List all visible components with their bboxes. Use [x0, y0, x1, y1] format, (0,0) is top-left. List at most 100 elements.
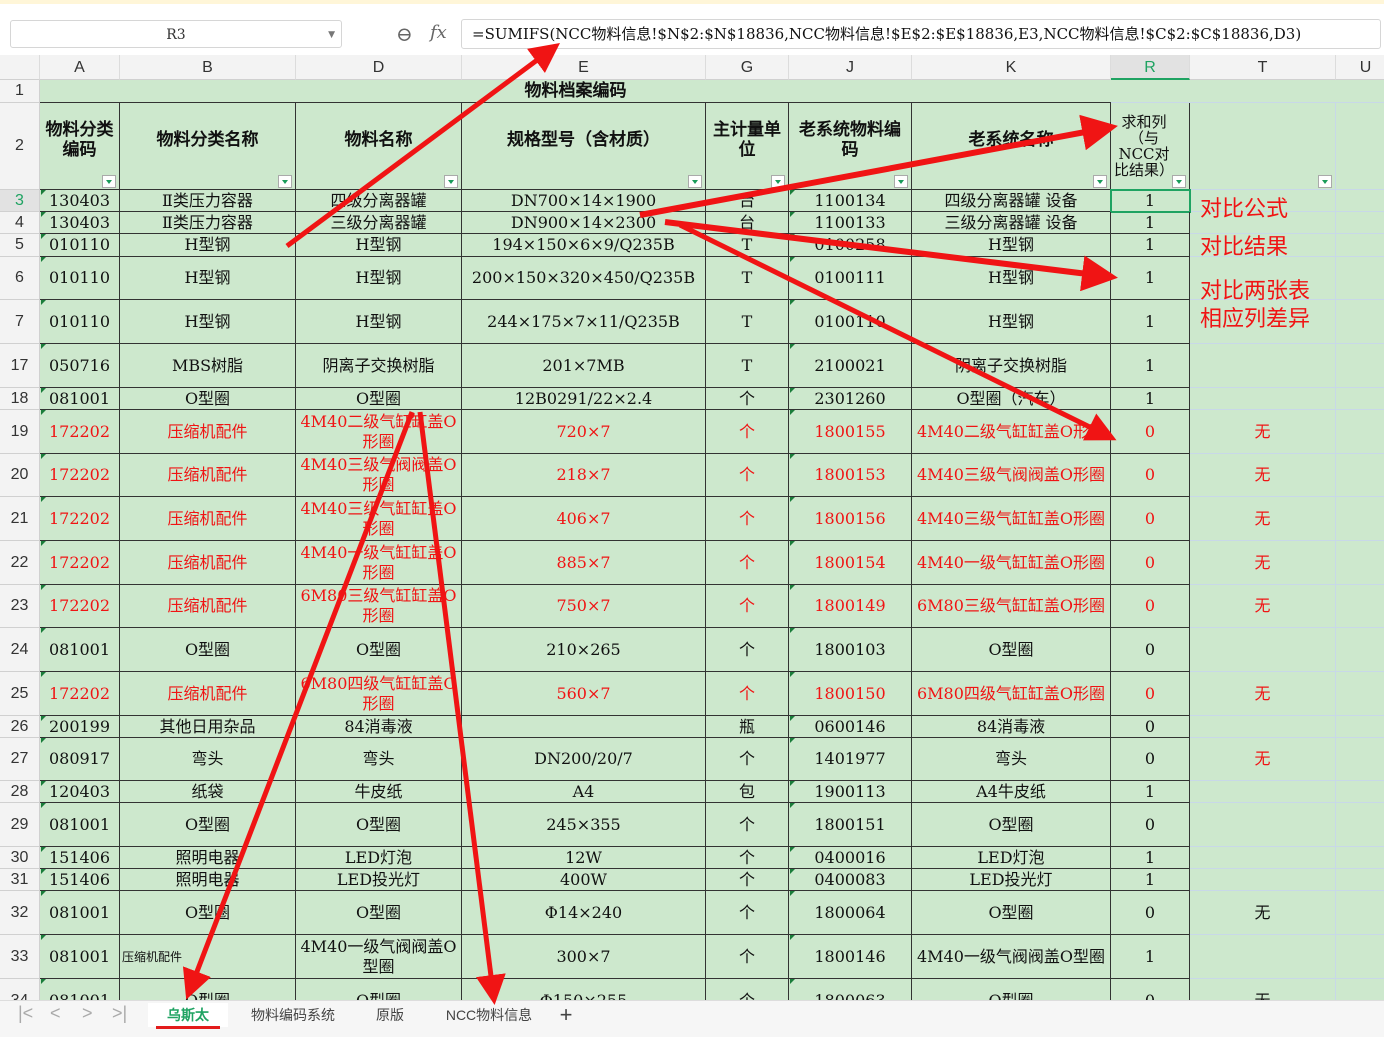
cell-A33[interactable]: 081001 [40, 935, 120, 979]
cell[interactable] [1336, 585, 1384, 628]
cell-E23[interactable]: 750×7 [462, 585, 706, 628]
cell-R25[interactable]: 0 [1111, 672, 1190, 716]
cell-B20[interactable]: 压缩机配件 [120, 454, 296, 497]
row-header-2[interactable]: 2 [0, 103, 40, 190]
header-cell-A[interactable]: 物料分类编码 [40, 103, 120, 190]
cell-J20[interactable]: 1800153 [789, 454, 912, 497]
cell-D21[interactable]: 4M40三级气缸缸盖O形圈 [296, 497, 462, 541]
column-header-R[interactable]: R [1111, 55, 1190, 80]
cell[interactable] [1336, 847, 1384, 869]
row-header-1[interactable]: 1 [0, 80, 40, 103]
cell-A23[interactable]: 172202 [40, 585, 120, 628]
cell-G27[interactable]: 个 [706, 738, 789, 781]
filter-dropdown-icon[interactable] [1093, 175, 1107, 188]
column-header-T[interactable]: T [1190, 55, 1336, 80]
cell[interactable] [1336, 891, 1384, 935]
cell-K17[interactable]: 阴离子交换树脂 [912, 344, 1111, 388]
cell[interactable] [1336, 781, 1384, 803]
column-header-G[interactable]: G [706, 55, 789, 80]
row-header-4[interactable]: 4 [0, 212, 40, 234]
cell-A3[interactable]: 130403 [40, 190, 120, 212]
cell-K30[interactable]: LED灯泡 [912, 847, 1111, 869]
cell-G32[interactable]: 个 [706, 891, 789, 935]
cell-T31[interactable] [1190, 869, 1336, 891]
cell-T26[interactable] [1190, 716, 1336, 738]
cell-T19[interactable]: 无 [1190, 410, 1336, 454]
cell-R29[interactable]: 0 [1111, 803, 1190, 847]
row-header-32[interactable]: 32 [0, 891, 40, 935]
cell-J31[interactable]: 0400083 [789, 869, 912, 891]
filter-dropdown-icon[interactable] [894, 175, 908, 188]
cell[interactable] [1336, 190, 1384, 212]
filter-dropdown-icon[interactable] [771, 175, 785, 188]
cell-K21[interactable]: 4M40三级气缸缸盖O形圈 [912, 497, 1111, 541]
cell-B23[interactable]: 压缩机配件 [120, 585, 296, 628]
cell-A31[interactable]: 151406 [40, 869, 120, 891]
filter-dropdown-icon[interactable] [1172, 175, 1186, 188]
cell-A32[interactable]: 081001 [40, 891, 120, 935]
cell-R17[interactable]: 1 [1111, 344, 1190, 388]
formula-input[interactable]: =SUMIFS(NCC物料信息!$N$2:$N$18836,NCC物料信息!$E… [461, 19, 1381, 49]
cell-T28[interactable] [1190, 781, 1336, 803]
cell-E5[interactable]: 194×150×6×9/Q235B [462, 234, 706, 257]
cell-J17[interactable]: 2100021 [789, 344, 912, 388]
cell-G19[interactable]: 个 [706, 410, 789, 454]
cell-B4[interactable]: Ⅱ类压力容器 [120, 212, 296, 234]
cell-K31[interactable]: LED投光灯 [912, 869, 1111, 891]
cell-B25[interactable]: 压缩机配件 [120, 672, 296, 716]
cell-D23[interactable]: 6M80三级气缸缸盖O形圈 [296, 585, 462, 628]
row-header-28[interactable]: 28 [0, 781, 40, 803]
cell-A20[interactable]: 172202 [40, 454, 120, 497]
cell[interactable] [1336, 454, 1384, 497]
cell-R4[interactable]: 1 [1111, 212, 1190, 234]
chevron-down-icon[interactable]: ▼ [328, 30, 335, 40]
cell-G5[interactable]: T [706, 234, 789, 257]
cell-K5[interactable]: H型钢 [912, 234, 1111, 257]
cell-G21[interactable]: 个 [706, 497, 789, 541]
cell[interactable] [1336, 212, 1384, 234]
cell-B3[interactable]: Ⅱ类压力容器 [120, 190, 296, 212]
cell-E34[interactable]: Φ150×255 [462, 979, 706, 1000]
cell-B30[interactable]: 照明电器 [120, 847, 296, 869]
cell-J25[interactable]: 1800150 [789, 672, 912, 716]
row-header-25[interactable]: 25 [0, 672, 40, 716]
cell-T17[interactable] [1190, 344, 1336, 388]
row-header-6[interactable]: 6 [0, 257, 40, 300]
cell[interactable] [1336, 738, 1384, 781]
cell-T20[interactable]: 无 [1190, 454, 1336, 497]
sheet-tab[interactable]: NCC物料信息 [445, 1007, 533, 1023]
cell-A5[interactable]: 010110 [40, 234, 120, 257]
row-header-34[interactable]: 34 [0, 979, 40, 1000]
cell-T29[interactable] [1190, 803, 1336, 847]
cell-E4[interactable]: DN900×14×2300 [462, 212, 706, 234]
cell[interactable] [1336, 979, 1384, 1000]
cell-R6[interactable]: 1 [1111, 257, 1190, 300]
column-header-U[interactable]: U [1336, 55, 1384, 80]
row-header-7[interactable]: 7 [0, 300, 40, 344]
cell-A19[interactable]: 172202 [40, 410, 120, 454]
cell-B19[interactable]: 压缩机配件 [120, 410, 296, 454]
cell-A22[interactable]: 172202 [40, 541, 120, 585]
cell-R30[interactable]: 1 [1111, 847, 1190, 869]
column-header-D[interactable]: D [296, 55, 462, 80]
cell-D29[interactable]: O型圈 [296, 803, 462, 847]
cell-K27[interactable]: 弯头 [912, 738, 1111, 781]
header-cell-B[interactable]: 物料分类名称 [120, 103, 296, 190]
cell-T24[interactable] [1190, 628, 1336, 672]
cell-E29[interactable]: 245×355 [462, 803, 706, 847]
cell-J30[interactable]: 0400016 [789, 847, 912, 869]
cell-R33[interactable]: 1 [1111, 935, 1190, 979]
cell-K22[interactable]: 4M40一级气缸缸盖O形圈 [912, 541, 1111, 585]
cell-E24[interactable]: 210×265 [462, 628, 706, 672]
cell[interactable] [1336, 672, 1384, 716]
cell-K20[interactable]: 4M40三级气阀阀盖O形圈 [912, 454, 1111, 497]
cell-B33[interactable]: 压缩机配件 [120, 935, 296, 979]
cell-J32[interactable]: 1800064 [789, 891, 912, 935]
column-header-J[interactable]: J [789, 55, 912, 80]
cell-E21[interactable]: 406×7 [462, 497, 706, 541]
cell-G3[interactable]: 台 [706, 190, 789, 212]
cell-T34[interactable]: 无 [1190, 979, 1336, 1000]
sheet-tab[interactable]: 原版 [376, 1007, 404, 1023]
cell[interactable] [1336, 497, 1384, 541]
cell-J23[interactable]: 1800149 [789, 585, 912, 628]
